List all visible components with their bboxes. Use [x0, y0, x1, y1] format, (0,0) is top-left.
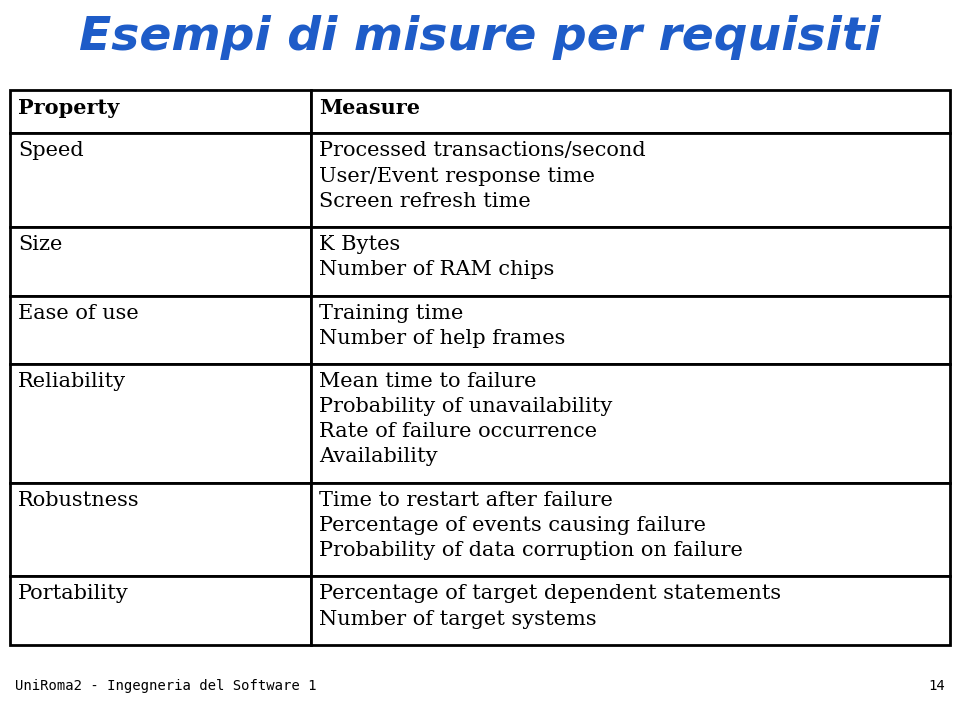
Text: Probability of data corruption on failure: Probability of data corruption on failur…	[319, 541, 743, 560]
Text: User/Event response time: User/Event response time	[319, 167, 595, 186]
Bar	[311, 296, 950, 364]
Text: Esempi di misure per requisiti: Esempi di misure per requisiti	[79, 15, 881, 61]
Bar	[311, 577, 950, 645]
Bar	[10, 364, 311, 483]
Text: K Bytes: K Bytes	[319, 235, 400, 254]
Text: Screen refresh time: Screen refresh time	[319, 191, 531, 210]
Bar	[311, 364, 950, 483]
Text: Mean time to failure: Mean time to failure	[319, 372, 537, 391]
Bar	[311, 90, 950, 133]
Text: Reliability: Reliability	[18, 372, 126, 391]
Text: Measure: Measure	[319, 98, 420, 118]
Text: Robustness: Robustness	[18, 491, 139, 510]
Text: Probability of unavailability: Probability of unavailability	[319, 397, 612, 416]
Text: Availability: Availability	[319, 448, 438, 467]
Text: Ease of use: Ease of use	[18, 303, 139, 322]
Text: Processed transactions/second: Processed transactions/second	[319, 142, 645, 161]
Text: Percentage of target dependent statements: Percentage of target dependent statement…	[319, 584, 780, 603]
Text: Training time: Training time	[319, 303, 463, 322]
Bar	[10, 483, 311, 577]
Text: Number of RAM chips: Number of RAM chips	[319, 260, 554, 279]
Bar	[10, 227, 311, 296]
Text: Number of help frames: Number of help frames	[319, 329, 565, 348]
Text: Property: Property	[18, 98, 119, 118]
Bar	[311, 133, 950, 227]
Text: Number of target systems: Number of target systems	[319, 610, 596, 629]
Text: Portability: Portability	[18, 584, 129, 603]
Text: 14: 14	[928, 679, 945, 693]
Text: UniRoma2 - Ingegneria del Software 1: UniRoma2 - Ingegneria del Software 1	[15, 679, 317, 693]
Bar	[10, 296, 311, 364]
Text: Speed: Speed	[18, 142, 84, 161]
Bar	[311, 483, 950, 577]
Text: Rate of failure occurrence: Rate of failure occurrence	[319, 422, 597, 441]
Bar	[10, 90, 311, 133]
Text: Percentage of events causing failure: Percentage of events causing failure	[319, 516, 706, 535]
Text: Size: Size	[18, 235, 62, 254]
Bar	[10, 577, 311, 645]
Bar	[10, 133, 311, 227]
Text: Time to restart after failure: Time to restart after failure	[319, 491, 612, 510]
Bar	[311, 227, 950, 296]
